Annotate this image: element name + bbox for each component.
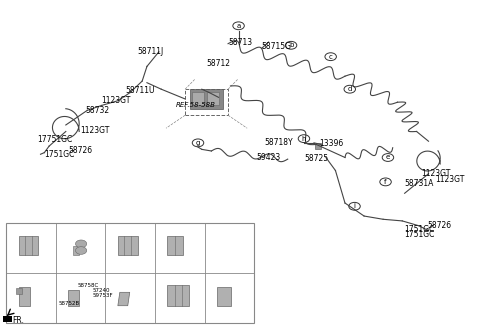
Text: 58713: 58713 [228, 37, 252, 47]
Bar [168, 236, 183, 255]
Text: 1751GC: 1751GC [44, 151, 75, 159]
Text: 58715G: 58715G [262, 42, 291, 51]
Bar [206, 92, 218, 106]
Bar [190, 89, 223, 109]
Bar [192, 92, 204, 106]
Bar [315, 143, 321, 149]
Text: 58726: 58726 [68, 146, 92, 154]
Circle shape [75, 240, 87, 248]
Text: a: a [237, 23, 240, 29]
Text: 58711U: 58711U [125, 86, 155, 95]
Text: 1123GT: 1123GT [436, 175, 465, 184]
Text: 13396: 13396 [319, 139, 343, 148]
Text: 58732: 58732 [85, 106, 109, 115]
Text: 17751GC: 17751GC [37, 135, 72, 144]
Text: c: c [329, 54, 333, 60]
Text: 1123GT: 1123GT [421, 169, 451, 178]
Bar [118, 236, 138, 255]
Text: f: f [384, 179, 387, 185]
Text: 58712: 58712 [206, 59, 230, 68]
Text: g: g [196, 140, 200, 146]
Text: 1123GT: 1123GT [80, 126, 109, 135]
Polygon shape [118, 292, 130, 306]
Bar [168, 285, 189, 306]
Text: d: d [348, 86, 352, 92]
Text: 58758C: 58758C [77, 283, 98, 288]
Circle shape [75, 247, 87, 254]
Text: e: e [386, 154, 390, 160]
Text: 58718Y: 58718Y [264, 138, 292, 147]
Bar [217, 287, 231, 306]
Text: FR.: FR. [12, 316, 24, 325]
Text: 1123GT: 1123GT [102, 96, 131, 105]
Text: 58711J: 58711J [137, 47, 164, 56]
Text: 59753F: 59753F [93, 293, 114, 298]
Text: 58752B: 58752B [58, 301, 79, 306]
Text: 1751GC: 1751GC [405, 225, 435, 234]
Bar [68, 290, 79, 306]
Text: 58731A: 58731A [405, 179, 434, 188]
Text: b: b [289, 42, 293, 48]
Bar [73, 246, 79, 255]
Bar [3, 316, 12, 322]
Text: h: h [302, 136, 306, 142]
Text: 1751GC: 1751GC [405, 230, 435, 239]
Bar [15, 288, 22, 294]
Text: 57240: 57240 [93, 288, 110, 293]
Bar [19, 236, 38, 255]
Bar [185, 89, 228, 115]
Text: i: i [354, 203, 356, 209]
Bar [6, 222, 254, 323]
Text: 59423: 59423 [257, 153, 281, 162]
Bar [19, 287, 31, 306]
Text: 58726: 58726 [427, 221, 451, 230]
Text: REF.58-58B: REF.58-58B [176, 102, 216, 109]
Text: 58725: 58725 [304, 154, 328, 163]
